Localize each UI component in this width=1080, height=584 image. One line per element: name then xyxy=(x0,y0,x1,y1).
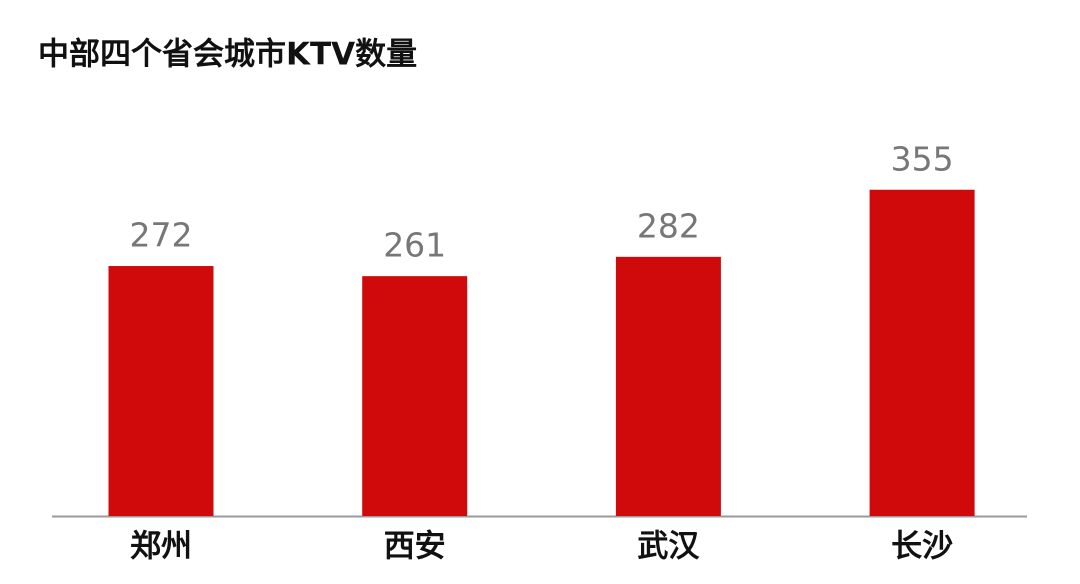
x-tick-label: 长沙 xyxy=(891,529,953,565)
x-tick-label: 武汉 xyxy=(637,529,700,565)
x-tick-label: 西安 xyxy=(384,529,446,565)
bar xyxy=(869,189,975,516)
x-tick-label: 郑州 xyxy=(130,529,192,565)
value-label: 355 xyxy=(891,139,954,178)
bar xyxy=(108,266,214,516)
bar xyxy=(362,276,468,516)
bar xyxy=(615,256,721,516)
chart-title: 中部四个省会城市KTV数量 xyxy=(38,37,417,73)
value-label: 261 xyxy=(383,226,446,265)
value-label: 282 xyxy=(637,206,700,245)
value-label: 272 xyxy=(130,216,193,255)
